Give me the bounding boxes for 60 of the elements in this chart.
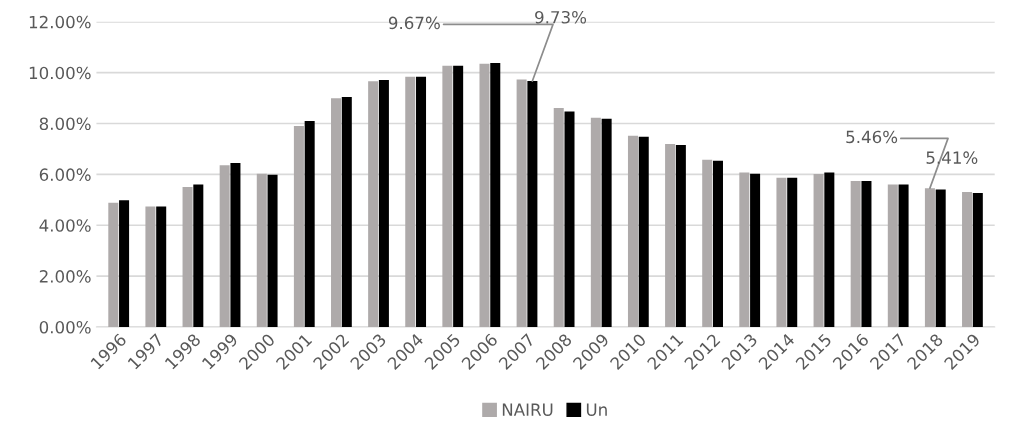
bar [675,144,686,327]
bar [341,97,352,327]
bar [304,120,315,327]
bar [924,188,935,327]
bar [861,181,872,327]
bar [972,192,983,327]
bar [405,76,416,327]
bar [219,165,230,327]
bar [739,172,750,327]
bar [527,81,538,327]
bar [712,160,723,327]
y-tick-label: 6.00% [39,168,91,181]
bar [601,118,612,327]
bar [182,187,193,327]
bar [416,76,427,327]
bar [750,173,761,327]
bar [590,117,601,327]
bar [479,63,490,327]
y-tick-label: 2.00% [39,270,91,283]
bar [119,200,130,327]
bar [702,159,713,327]
y-tick-label: 4.00% [39,219,91,232]
bar [776,177,787,327]
bar [564,111,575,327]
bar [665,143,676,327]
bar [193,184,204,327]
bar [962,191,973,327]
bar [267,174,278,327]
bar [442,65,453,327]
y-tick-label: 8.00% [39,117,91,131]
annotation: 5.46% [846,130,898,144]
legend-label: NAIRU [502,403,553,416]
bar [378,80,389,327]
bar [813,173,824,327]
bar [850,181,861,327]
legend-label: Un [586,403,607,416]
bar [256,173,267,327]
bar [638,136,649,327]
bar [898,184,909,327]
bar [230,162,241,327]
bar [156,206,167,327]
y-tick-label: 12.00% [29,15,91,29]
bar [887,184,898,327]
bar [293,126,304,327]
y-tick-label: 10.00% [29,66,91,80]
bar [787,177,798,327]
bar [627,135,638,327]
annotation: 9.67% [388,16,440,30]
bar [145,206,156,327]
bar [516,79,527,327]
y-tick-label: 0.00% [39,320,91,334]
bar [824,172,835,327]
annotation: 9.73% [535,10,587,24]
bar [553,108,564,327]
bar [490,63,501,327]
bar [331,98,342,327]
bar [368,81,379,327]
bar [453,65,464,327]
bar [935,189,946,327]
bar [108,202,119,327]
